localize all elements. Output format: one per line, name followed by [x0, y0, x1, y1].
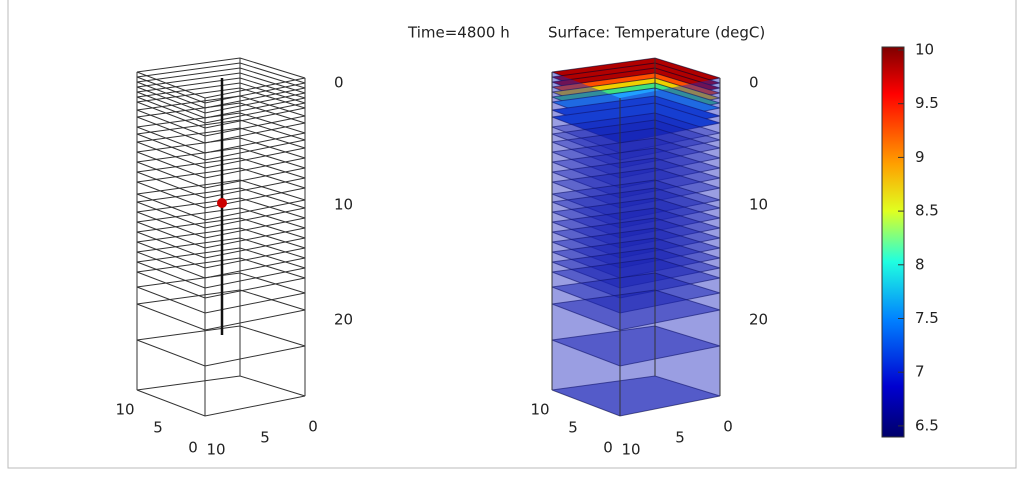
z-tick-label: 20	[749, 311, 768, 329]
colorbar-tick-label: 8.5	[915, 202, 939, 220]
front-face	[552, 72, 720, 416]
colorbar-tick-label: 9	[915, 148, 925, 166]
layer	[136, 375, 306, 417]
colorbar-tick-label: 9.5	[915, 94, 939, 112]
probe-point	[217, 198, 227, 208]
colorbar-tick-label: 10	[915, 41, 934, 59]
title-surface: Surface: Temperature (degC)	[548, 24, 765, 42]
z-tick-label: 10	[334, 196, 353, 214]
right-plot: 0 10 20 10 5 0 10 5 0	[530, 57, 768, 459]
x-tick-label: 10	[115, 401, 134, 419]
frame	[7, 0, 1017, 469]
colorbar	[881, 46, 905, 438]
colorbar-tick-label: 7	[915, 363, 925, 381]
y-tick-label: 0	[723, 418, 733, 436]
colorbar-tick-label: 7.5	[915, 309, 939, 327]
colorbar-ticks: 10 9.5 9 8.5 8 7.5 7 6.5	[898, 41, 939, 434]
left-plot: 0 10 20 10 5 0 10 5 0	[115, 57, 353, 459]
colorbar-tick-label: 8	[915, 255, 925, 273]
y-tick-label: 10	[621, 441, 640, 459]
z-tick-label: 10	[749, 196, 768, 214]
x-tick-label: 0	[603, 439, 613, 457]
y-tick-label: 10	[206, 441, 225, 459]
colorbar-tick-label: 6.5	[915, 416, 939, 434]
x-tick-label: 10	[530, 401, 549, 419]
z-tick-label: 0	[334, 74, 344, 92]
x-tick-label: 5	[153, 419, 163, 437]
y-tick-label: 0	[308, 418, 318, 436]
z-tick-label: 20	[334, 311, 353, 329]
z-tick-label: 0	[749, 74, 759, 92]
y-tick-label: 5	[260, 429, 270, 447]
x-tick-label: 0	[188, 439, 198, 457]
y-tick-label: 5	[675, 429, 685, 447]
x-tick-label: 5	[568, 419, 578, 437]
title-time: Time=4800 h	[407, 24, 510, 42]
